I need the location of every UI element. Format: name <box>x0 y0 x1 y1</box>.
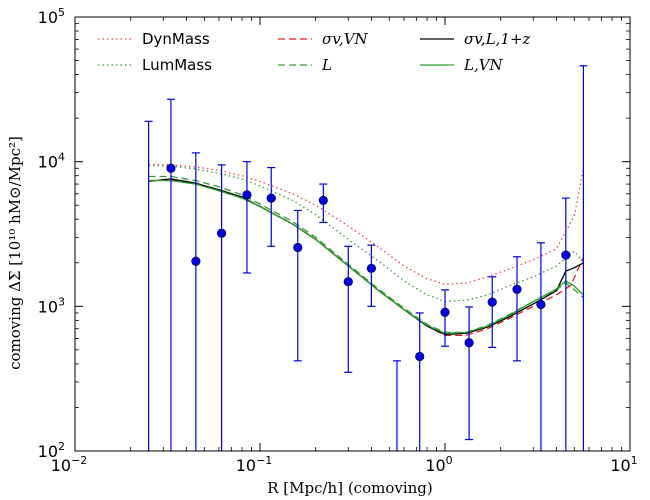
data-point-18 <box>579 65 588 451</box>
data-point-1 <box>166 98 176 451</box>
x-axis-label: R [Mpc/h] (comoving) <box>267 479 433 497</box>
legend: DynMass LumMass σv,VN Lσv,L,1+z L,VN <box>98 30 531 74</box>
legend-label-3: L <box>321 56 332 74</box>
legend-entry-4: σv,L,1+z <box>420 30 531 48</box>
y-tick-label-2: 104 <box>38 151 65 172</box>
y-tick-label-1: 103 <box>38 295 65 316</box>
data-point-11 <box>415 312 425 451</box>
y-tick-label-0: 102 <box>38 440 65 461</box>
data-points-layer <box>144 65 588 451</box>
y-axis-label: comoving ΔΣ [10¹⁰ hM⊙/Mpc²] <box>6 136 24 370</box>
series-line-0 <box>148 163 585 285</box>
legend-entry-3: L <box>278 56 332 74</box>
data-point-5 <box>266 166 276 247</box>
series-line-5 <box>148 179 584 335</box>
y-tick-label-3: 105 <box>38 6 65 27</box>
plot-frame <box>74 16 631 452</box>
data-point-6 <box>293 209 303 362</box>
series-layer <box>148 163 585 337</box>
data-point-10 <box>392 360 401 451</box>
data-point-13 <box>464 306 474 441</box>
data-point-8 <box>343 245 353 373</box>
legend-entry-1: LumMass <box>98 56 212 74</box>
data-point-4 <box>242 161 252 274</box>
legend-label-4: σv,L,1+z <box>464 30 531 48</box>
data-point-9 <box>366 244 376 307</box>
data-point-14 <box>487 276 497 349</box>
legend-label-1: LumMass <box>142 56 212 74</box>
data-point-15 <box>512 256 522 362</box>
legend-label-2: σv,VN <box>322 30 369 48</box>
legend-label-0: DynMass <box>142 30 210 48</box>
legend-entry-0: DynMass <box>98 30 210 48</box>
legend-entry-2: σv,VN <box>278 30 369 48</box>
data-point-17 <box>561 197 571 451</box>
data-point-3 <box>216 164 227 451</box>
legend-label-5: L,VN <box>463 56 504 74</box>
data-point-0 <box>144 120 153 451</box>
data-point-12 <box>440 289 450 347</box>
data-point-16 <box>536 242 546 451</box>
data-point-2 <box>191 152 201 451</box>
legend-entry-5: L,VN <box>420 56 504 74</box>
data-point-7 <box>318 183 328 224</box>
